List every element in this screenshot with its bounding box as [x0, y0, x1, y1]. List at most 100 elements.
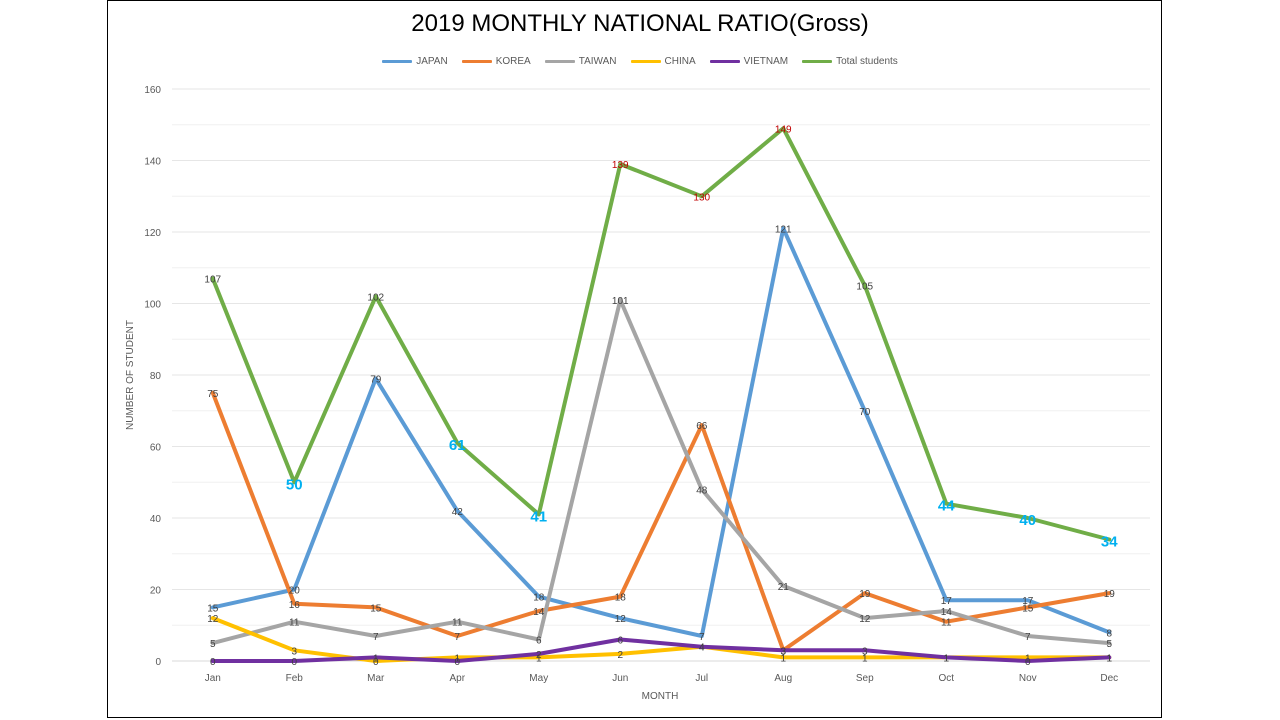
legend-item-korea: KOREA: [461, 56, 531, 67]
legend-swatch: [709, 60, 740, 63]
data-label-total-students: 107: [204, 274, 221, 285]
data-label-korea: 19: [859, 589, 871, 600]
legend-label: JAPAN: [416, 56, 448, 67]
data-label-china: 1: [1106, 653, 1112, 664]
data-label-korea: 75: [207, 389, 219, 400]
series-line-total-students: [210, 126, 1112, 542]
y-axis-title: NUMBER OF STUDENT: [125, 320, 136, 430]
y-tick-label: 0: [155, 657, 161, 668]
legend-label: TAIWAN: [578, 56, 617, 67]
data-label-taiwan: 48: [696, 485, 708, 496]
x-tick-label: Mar: [367, 673, 385, 684]
series-lines: [210, 126, 1112, 663]
data-label-china: 3: [291, 646, 297, 657]
data-label-vietnam: 1: [943, 653, 949, 664]
legend-label: CHINA: [664, 56, 696, 67]
y-tick-label: 160: [144, 85, 161, 96]
y-tick-label: 120: [144, 228, 161, 239]
data-label-taiwan: 5: [1106, 639, 1112, 650]
data-label-total-students: 102: [367, 292, 384, 303]
data-label-taiwan: 12: [859, 614, 871, 625]
data-label-vietnam: 0: [291, 657, 297, 668]
x-axis-ticks: Jan Feb Mar Apr May Jun Jul Aug Sep Oct Nov Dec: [205, 673, 1118, 684]
data-label-china: 1: [943, 653, 949, 664]
data-label-vietnam: 2: [536, 650, 542, 661]
data-label-japan: 121: [775, 224, 792, 235]
data-label-korea: 11: [941, 618, 952, 629]
data-label-japan: 20: [289, 586, 301, 597]
data-label-total-students: 50: [286, 476, 303, 493]
x-tick-label: Apr: [449, 673, 465, 684]
legend-swatch: [382, 60, 413, 63]
y-tick-label: 40: [150, 514, 162, 525]
data-label-total-students: 105: [856, 282, 873, 293]
y-tick-label: 60: [150, 443, 162, 454]
data-label-korea: 15: [370, 603, 382, 614]
y-tick-label: 80: [150, 371, 162, 382]
data-label-taiwan: 11: [289, 618, 300, 629]
data-label-taiwan: 5: [210, 639, 216, 650]
data-label-china: 4: [699, 643, 705, 654]
data-label-japan: 17: [941, 596, 953, 607]
x-tick-label: Dec: [1100, 673, 1118, 684]
data-label-china: 1: [780, 653, 786, 664]
data-label-taiwan: 14: [941, 607, 953, 618]
series-line-china: [210, 616, 1112, 663]
y-tick-label: 100: [144, 300, 161, 311]
data-label-china: 12: [207, 614, 219, 625]
data-label-vietnam: 0: [210, 657, 216, 668]
data-label-vietnam: 3: [780, 646, 786, 657]
legend-swatch: [544, 60, 575, 63]
chart-title: 2019 MONTHLY NATIONAL RATIO(Gross): [411, 10, 869, 37]
data-label-korea: 14: [533, 607, 545, 618]
legend-swatch: [630, 60, 661, 63]
data-label-total-students: 130: [693, 192, 710, 203]
gridlines: [172, 88, 1150, 662]
data-label-japan: 18: [533, 593, 545, 604]
data-label-china: 1: [536, 653, 542, 664]
data-label-vietnam: 6: [617, 636, 623, 647]
data-label-vietnam: 0: [1025, 657, 1031, 668]
data-label-vietnam: 4: [699, 643, 705, 654]
legend-item-taiwan: TAIWAN: [544, 56, 617, 67]
legend: JAPAN KOREA TAIWAN CHINA VIETNAM Total studen…: [0, 56, 1280, 67]
series-line-vietnam: [210, 637, 1112, 663]
data-label-taiwan: 21: [778, 582, 790, 593]
data-label-japan: 7: [699, 632, 705, 643]
data-label-china: 1: [1025, 653, 1031, 664]
data-label-japan: 42: [452, 507, 464, 518]
data-label-korea: 7: [454, 632, 460, 643]
data-label-china: 0: [373, 657, 379, 668]
series-line-japan: [210, 226, 1112, 638]
y-axis-ticks: 0 20 40 60 80 100 120 140 160: [144, 85, 161, 668]
y-tick-label: 140: [144, 157, 161, 168]
data-label-taiwan: 6: [536, 636, 542, 647]
data-label-korea: 16: [289, 600, 301, 611]
x-tick-label: Jul: [695, 673, 708, 684]
data-label-japan: 12: [615, 614, 627, 625]
data-label-taiwan: 7: [373, 632, 379, 643]
data-label-vietnam: 1: [373, 653, 379, 664]
y-tick-label: 20: [150, 586, 162, 597]
data-label-china: 2: [617, 650, 623, 661]
x-tick-label: Jun: [612, 673, 628, 684]
data-label-china: 1: [862, 653, 868, 664]
data-label-taiwan: 101: [612, 296, 629, 307]
legend-swatch: [461, 60, 492, 63]
data-label-total-students: 41: [530, 508, 547, 525]
data-label-japan: 8: [1106, 628, 1112, 639]
data-label-japan: 17: [1022, 596, 1034, 607]
data-label-japan: 15: [207, 603, 219, 614]
legend-label: VIETNAM: [743, 56, 789, 67]
data-label-taiwan: 7: [1025, 632, 1031, 643]
data-label-total-students: 40: [1019, 512, 1036, 529]
data-label-total-students: 34: [1101, 533, 1118, 550]
x-axis-title: MONTH: [642, 691, 679, 702]
legend-item-vietnam: VIETNAM: [709, 56, 789, 67]
data-label-total-students: 61: [449, 437, 466, 454]
data-label-taiwan: 11: [452, 618, 463, 629]
data-label-vietnam: 3: [862, 646, 868, 657]
legend-swatch: [802, 60, 833, 63]
